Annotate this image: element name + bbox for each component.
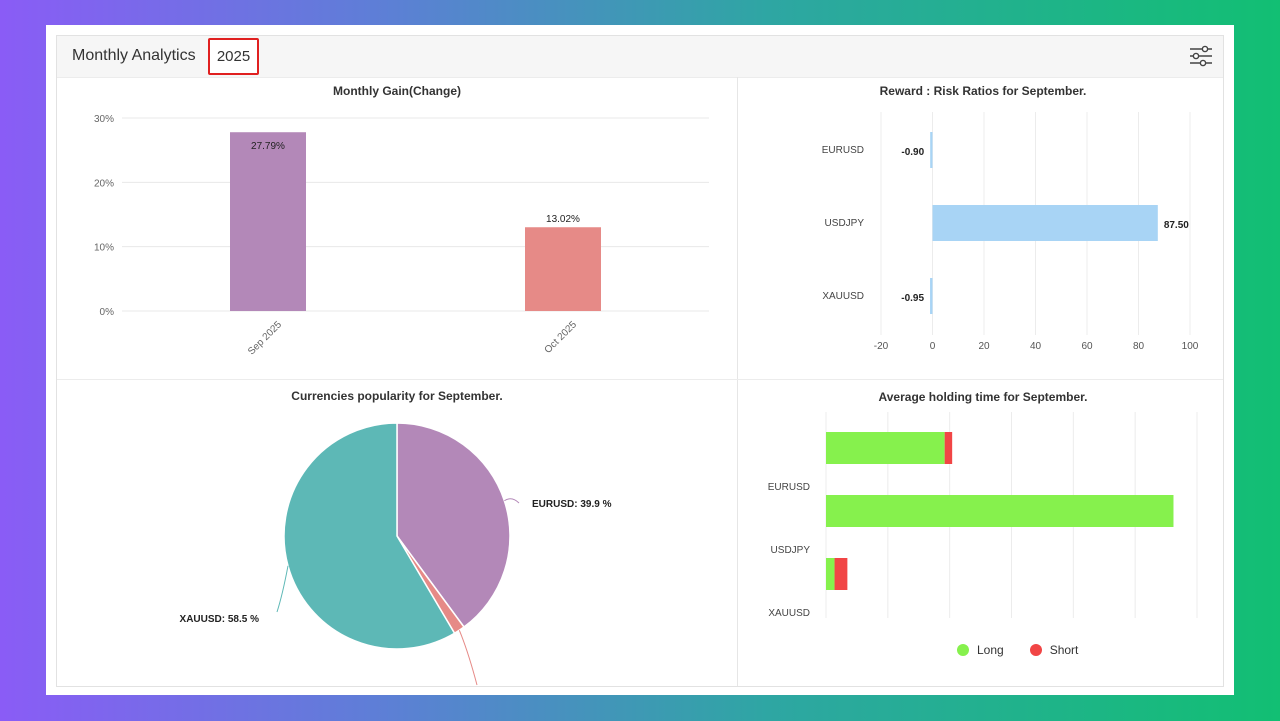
y-tick-label: USDJPY: [825, 218, 865, 229]
pie-label: USDJPY: 1.6 %: [482, 685, 553, 686]
legend-item-long[interactable]: Long: [957, 643, 1004, 657]
legend-item-short[interactable]: Short: [1029, 643, 1079, 657]
reward-risk-panel: Reward : Risk Ratios for September. -20 0 2…: [738, 77, 1223, 379]
x-tick-label: 20: [978, 341, 990, 352]
monthly-gain-chart: Monthly Gain(Change) 30% 20% 10% 0% 27.79% Sep…: [94, 84, 709, 357]
bar-eurusd-long: [826, 432, 945, 464]
data-label: 13.02%: [546, 214, 580, 225]
x-tick-label: 0: [930, 341, 936, 352]
y-tick-label: EURUSD: [822, 145, 864, 156]
y-tick-label: 10%: [94, 243, 114, 254]
holding-time-chart: Average holding time for September.0sec1…: [768, 390, 1198, 619]
x-tick-label: 60: [1081, 341, 1093, 352]
pie-leader-line: [504, 498, 520, 504]
bar-xauusd-long: [826, 558, 835, 590]
horizontal-divider: [57, 379, 1223, 380]
bar-usdjpy: [932, 205, 1158, 241]
chart-title: Reward : Risk Ratios for September.: [880, 84, 1087, 98]
short-swatch: [1029, 644, 1042, 656]
data-label: -0.90: [901, 147, 924, 158]
vertical-divider: [737, 77, 738, 686]
pie-label: EURUSD: 39.9 %: [532, 499, 612, 510]
x-tick-label: Sep 2025: [246, 319, 284, 357]
card-header: Monthly Analytics 2025: [57, 36, 1223, 78]
y-tick-label: XAUUSD: [822, 291, 864, 302]
bar-xauusd-short: [834, 558, 848, 590]
reward-risk-chart: Reward : Risk Ratios for September. -20 0 2…: [822, 84, 1199, 352]
data-label: 87.50: [1164, 220, 1189, 231]
y-tick-label: EURUSD: [768, 482, 810, 493]
bar-usdjpy-long: [826, 495, 1174, 527]
data-label: 27.79%: [251, 141, 285, 152]
chart-title: Monthly Gain(Change): [333, 84, 461, 98]
y-tick-label: XAUUSD: [768, 608, 810, 619]
pie-leader-line: [458, 630, 478, 686]
x-tick-label: 80: [1133, 341, 1145, 352]
x-tick-label: -20: [874, 341, 889, 352]
bar-xauusd: [930, 278, 933, 314]
legend-label-long: Long: [977, 643, 1004, 657]
data-label: -0.95: [901, 293, 924, 304]
bar-oct-2025: [525, 227, 601, 311]
monthly-gain-panel: Monthly Gain(Change) 30% 20% 10% 0% 27.79% Sep…: [57, 77, 737, 379]
holding-time-legend: Long Short: [957, 643, 1078, 657]
long-swatch: [957, 644, 969, 656]
holding-time-panel: Average holding time for September.0sec1…: [738, 380, 1223, 630]
screenshot-frame: Monthly Analytics 2025 Monthl: [46, 25, 1234, 695]
currencies-popularity-panel: Currencies popularity for September. EURU…: [57, 380, 737, 686]
sliders-icon[interactable]: [1189, 45, 1213, 67]
year-selector[interactable]: 2025: [208, 38, 259, 75]
monthly-analytics-card: Monthly Analytics 2025 Monthl: [56, 35, 1224, 687]
bar-eurusd-short: [944, 432, 953, 464]
x-tick-label: 40: [1030, 341, 1042, 352]
x-tick-label: 100: [1182, 341, 1199, 352]
chart-title: Currencies popularity for September.: [291, 389, 502, 403]
bar-sep-2025: [230, 132, 306, 311]
pie-label: XAUUSD: 58.5 %: [180, 614, 260, 625]
pie-leader-line: [276, 565, 289, 613]
pie-slice-xauusd: [283, 422, 456, 650]
y-tick-label: USDJPY: [771, 545, 811, 556]
legend-label-short: Short: [1049, 643, 1079, 657]
y-tick-label: 30%: [94, 114, 114, 125]
x-tick-label: Oct 2025: [543, 319, 580, 356]
bar-eurusd: [930, 132, 933, 168]
y-tick-label: 0%: [100, 307, 115, 318]
y-tick-label: 20%: [94, 178, 114, 189]
page-title: Monthly Analytics: [72, 47, 196, 64]
chart-title: Average holding time for September.: [879, 390, 1088, 404]
currencies-popularity-chart: Currencies popularity for September. EURU…: [180, 389, 612, 686]
